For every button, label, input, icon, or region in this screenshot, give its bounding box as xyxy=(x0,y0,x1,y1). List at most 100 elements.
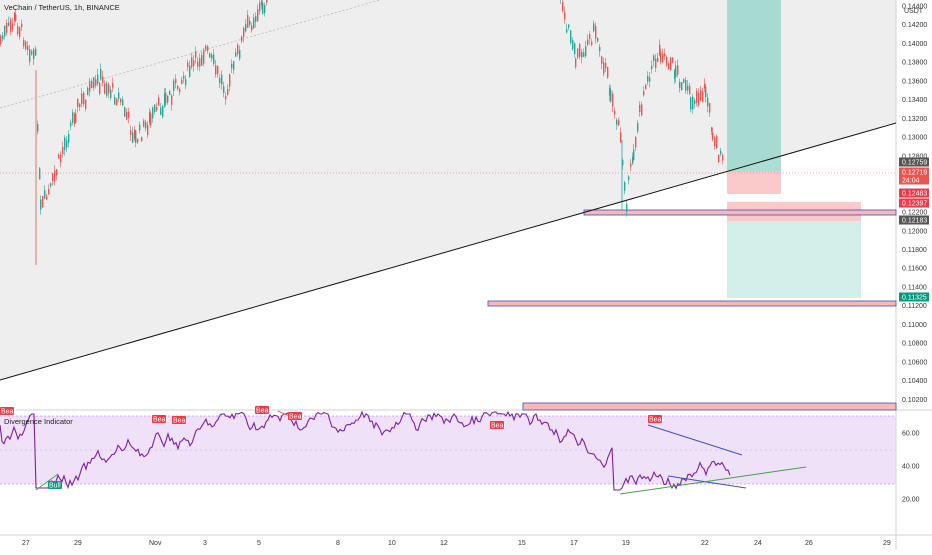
price-badge-label: 0.11325 xyxy=(902,295,927,302)
divergence-label-text: Bear xyxy=(1,409,16,416)
indicator-tick: 20.00 xyxy=(902,497,920,504)
candle-body xyxy=(662,53,664,62)
candle-body xyxy=(116,98,118,106)
candle-body xyxy=(66,140,68,148)
candle-body xyxy=(235,52,237,57)
candle-body xyxy=(668,63,670,70)
candle-body xyxy=(249,20,251,25)
divergence-label: Bear xyxy=(648,415,664,424)
price-badge-bg xyxy=(899,188,929,198)
candle-body xyxy=(150,113,152,126)
time-tick: 5 xyxy=(257,540,261,547)
divergence-label-text: Bear xyxy=(256,408,271,415)
price-tick: 0.13800 xyxy=(902,60,927,67)
candle-body xyxy=(165,92,167,104)
candle-body xyxy=(637,123,639,132)
candle-body xyxy=(201,55,203,66)
candle-body xyxy=(39,168,41,180)
candle-body xyxy=(164,93,166,106)
candle-body xyxy=(128,111,130,118)
candle-body xyxy=(203,50,205,64)
candle-body xyxy=(562,2,564,12)
candle-body xyxy=(591,41,593,45)
candle-body xyxy=(40,199,42,210)
price-badge-label: 0.12183 xyxy=(902,218,927,225)
candle-body xyxy=(2,35,4,40)
candle-body xyxy=(575,58,577,68)
short-target-zone xyxy=(727,221,861,298)
candle-body xyxy=(689,86,691,94)
divergence-label-bg xyxy=(0,407,14,415)
divergence-line xyxy=(35,473,59,491)
candle-body xyxy=(711,127,713,132)
candle-body xyxy=(154,104,156,113)
candle-body xyxy=(239,50,241,59)
candle-body xyxy=(135,130,137,144)
candle-body xyxy=(647,75,649,82)
time-tick: 24 xyxy=(754,540,762,547)
candle-body xyxy=(707,97,709,107)
candle-body xyxy=(110,89,112,99)
indicator-title: Divergence Indicator xyxy=(4,417,73,426)
candle-body xyxy=(593,23,595,32)
candles-group xyxy=(560,0,724,217)
candle-body xyxy=(657,57,659,62)
candle-body xyxy=(27,45,29,51)
candle-body xyxy=(251,25,253,31)
candle-body xyxy=(712,132,714,140)
candle-body xyxy=(62,146,64,155)
price-badge-label: 0.12483 xyxy=(902,191,927,198)
divergence-label: Bull xyxy=(48,481,62,490)
candle-body xyxy=(225,96,227,100)
price-tick: 0.11800 xyxy=(902,247,927,254)
candle-body xyxy=(674,70,676,79)
divergence-line xyxy=(647,424,743,456)
candle-body xyxy=(156,107,158,111)
divergence-label-bg xyxy=(48,481,62,489)
candle-body xyxy=(570,30,572,43)
candle-body xyxy=(587,39,589,45)
candle-body xyxy=(179,88,181,93)
candle-body xyxy=(139,124,141,131)
candle-body xyxy=(253,17,255,29)
candle-body xyxy=(137,139,139,143)
divergence-label: Bear xyxy=(0,407,16,416)
time-tick: Nov xyxy=(149,540,162,547)
candle-body xyxy=(46,196,48,200)
candle-body xyxy=(681,82,683,91)
price-badge-bg xyxy=(899,167,929,177)
candle-body xyxy=(21,23,23,28)
divergence-label: Bear xyxy=(255,406,271,415)
candle-body xyxy=(112,83,114,88)
time-tick: 10 xyxy=(388,540,396,547)
time-tick: 12 xyxy=(440,540,448,547)
candle-body xyxy=(75,113,77,123)
candle-body xyxy=(597,37,599,42)
candle-body xyxy=(152,107,154,119)
candle-body xyxy=(213,54,215,64)
divergence-label-text: Bear xyxy=(491,423,506,430)
price-badge: 0.12719 xyxy=(899,167,929,177)
candle-body xyxy=(187,62,189,67)
candle-body xyxy=(639,104,641,112)
candle-body xyxy=(620,132,622,143)
candle-body xyxy=(589,34,591,40)
candle-body xyxy=(622,160,624,166)
divergence-label-bg xyxy=(490,421,504,429)
trend-line-faint xyxy=(0,0,381,109)
candle-body xyxy=(108,84,110,94)
candle-body xyxy=(624,182,626,191)
candle-body xyxy=(158,97,160,106)
price-tick: 0.13000 xyxy=(902,135,927,142)
candle-body xyxy=(718,154,720,163)
candle-body xyxy=(243,27,245,37)
price-badge: 0.12183 xyxy=(899,215,929,225)
candle-body xyxy=(579,44,581,57)
candle-body xyxy=(720,150,722,155)
price-badge-label: 0.12759 xyxy=(902,160,927,167)
price-tick: 0.10200 xyxy=(902,397,927,404)
candle-body xyxy=(716,136,718,149)
candle-body xyxy=(679,82,681,89)
